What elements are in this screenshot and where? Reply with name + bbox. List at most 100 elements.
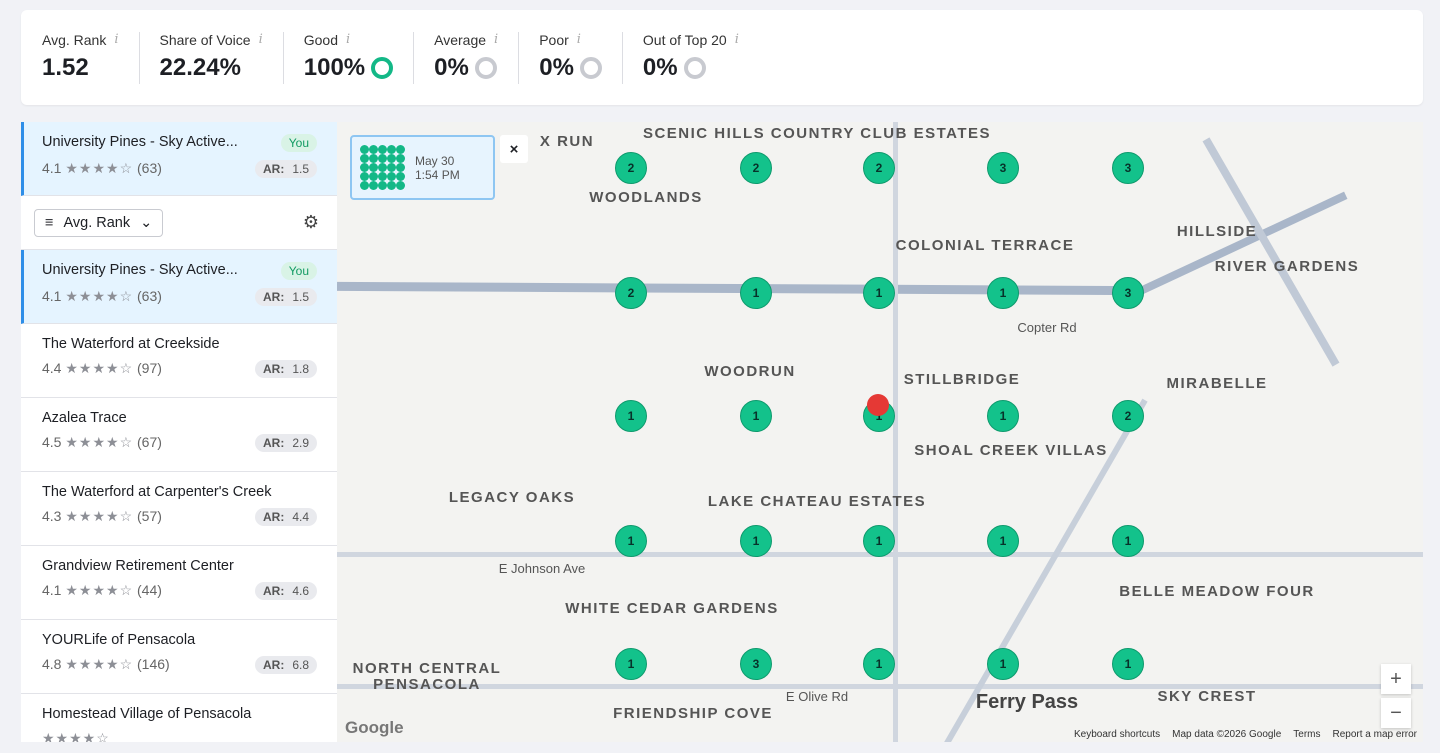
stat-value: 100% <box>303 53 366 81</box>
listing-item[interactable]: The Waterford at Carpenter's Creek 4.3 ★… <box>21 472 337 546</box>
ar-badge: AR: 1.8 <box>254 360 317 378</box>
map-label: E Johnson Ave <box>498 561 586 576</box>
ring-indicator-icon <box>371 56 394 79</box>
map-label: COLONIAL TERRACE <box>895 237 1075 254</box>
stat-value: 22.24% <box>159 53 241 81</box>
review-count: (63) <box>137 160 162 176</box>
sort-bar: ≡ Avg. Rank ⌄ ⚙ <box>21 196 337 250</box>
review-count: (57) <box>137 508 162 524</box>
gear-icon[interactable]: ⚙ <box>302 212 319 232</box>
stat-label: Out of Top 20 <box>642 31 727 48</box>
stat-label: Avg. Rank <box>42 31 107 48</box>
listing-name: University Pines - Sky Active... <box>42 134 238 150</box>
review-count: (44) <box>137 582 162 598</box>
rank-pin[interactable]: 1 <box>615 648 647 680</box>
rank-pin[interactable]: 2 <box>615 277 647 309</box>
info-icon[interactable]: i <box>494 31 499 47</box>
rank-pin[interactable]: 1 <box>987 277 1019 309</box>
review-count: (97) <box>137 360 162 376</box>
stat-share-of-voice: Share of Voice i 22.24% <box>159 31 284 84</box>
rank-pin[interactable]: 1 <box>740 525 772 557</box>
listing-name: The Waterford at Creekside <box>42 336 220 352</box>
rank-pin[interactable]: 1 <box>863 277 895 309</box>
map-label: LEGACY OAKS <box>448 489 576 506</box>
zoom-out-button[interactable]: − <box>1381 698 1411 728</box>
listing-name: YOURLife of Pensacola <box>42 632 196 648</box>
rank-pin[interactable]: 1 <box>987 400 1019 432</box>
google-logo: Google <box>345 718 404 737</box>
pinned-listing[interactable]: University Pines - Sky Active... You 4.1 … <box>21 122 337 196</box>
location-marker-icon <box>867 394 889 416</box>
sort-dropdown[interactable]: ≡ Avg. Rank ⌄ <box>34 208 164 237</box>
info-icon[interactable]: i <box>346 31 351 47</box>
map-label: HILLSIDE <box>1176 223 1258 240</box>
info-icon[interactable]: i <box>734 31 739 47</box>
listing-item[interactable]: Grandview Retirement Center 4.1 ★★★★☆ (4… <box>21 546 337 620</box>
rank-pin[interactable]: 1 <box>740 277 772 309</box>
rank-pin[interactable]: 1 <box>863 525 895 557</box>
ar-badge: AR: 4.6 <box>254 582 317 600</box>
map-label: E Olive Rd <box>785 689 849 704</box>
rank-pin[interactable]: 1 <box>740 400 772 432</box>
rank-pin[interactable]: 1 <box>987 648 1019 680</box>
ring-indicator-icon <box>579 56 602 79</box>
info-icon[interactable]: i <box>114 31 119 47</box>
map-label: STILLBRIDGE <box>903 371 1021 388</box>
listing-item[interactable]: The Waterford at Creekside 4.4 ★★★★☆ (97… <box>21 324 337 398</box>
star-rating: ★★★★☆ <box>65 656 134 672</box>
map[interactable]: May 30 1:54 PM × SCENIC HILLS COUNTRY CLU… <box>337 122 1423 742</box>
ar-badge: AR: 1.5 <box>254 288 317 306</box>
rank-pin[interactable]: 3 <box>1112 277 1144 309</box>
listing-item[interactable]: Azalea Trace 4.5 ★★★★☆ (67) AR: 2.9 <box>21 398 337 472</box>
rating: 4.1 <box>42 582 62 598</box>
listing-name: Homestead Village of Pensacola <box>42 706 252 722</box>
rank-pin[interactable]: 1 <box>987 525 1019 557</box>
map-footer-link[interactable]: Terms <box>1293 729 1321 740</box>
rank-pin[interactable]: 3 <box>1112 152 1144 184</box>
close-popup-button[interactable]: × <box>500 135 528 163</box>
map-label: X RUN <box>539 133 595 150</box>
stat-avg-rank: Avg. Rank i 1.52 <box>42 31 140 84</box>
ring-indicator-icon <box>683 56 706 79</box>
map-footer-link[interactable]: Keyboard shortcuts <box>1073 729 1161 740</box>
star-rating: ★★★★☆ <box>65 160 134 176</box>
ring-indicator-icon <box>474 56 497 79</box>
star-rating: ★★★★☆ <box>65 582 134 598</box>
rank-pin[interactable]: 3 <box>740 648 772 680</box>
rating: 4.4 <box>42 360 62 376</box>
stats-bar: Avg. Rank i 1.52 Share of Voice i 22.24% Good i… <box>21 10 1423 105</box>
rank-pin[interactable]: 1 <box>615 400 647 432</box>
star-rating: ★★★★☆ <box>42 730 110 742</box>
review-count: (63) <box>137 288 162 304</box>
map-label: Copter Rd <box>1017 320 1077 335</box>
rank-pin[interactable]: 2 <box>1112 400 1144 432</box>
listing-item[interactable]: YOURLife of Pensacola 4.8 ★★★★☆ (146) AR… <box>21 620 337 694</box>
info-icon[interactable]: i <box>576 31 581 47</box>
rating: 4.8 <box>42 656 62 672</box>
rank-pin[interactable]: 1 <box>863 648 895 680</box>
rank-pin[interactable]: 2 <box>863 152 895 184</box>
listing-name: The Waterford at Carpenter's Creek <box>42 484 272 500</box>
competitor-sidebar: University Pines - Sky Active... You 4.1 … <box>21 122 337 742</box>
info-icon[interactable]: i <box>258 31 263 47</box>
zoom-in-button[interactable]: + <box>1381 664 1411 694</box>
you-badge: You <box>280 134 317 152</box>
map-label: LAKE CHATEAU ESTATES <box>707 493 927 510</box>
map-label: WOODLANDS <box>589 189 703 206</box>
rank-pin[interactable]: 1 <box>1112 648 1144 680</box>
rank-pin[interactable]: 3 <box>987 152 1019 184</box>
scan-time: 1:54 PM <box>415 167 460 182</box>
listing-name: Azalea Trace <box>42 410 127 426</box>
listing-item[interactable]: University Pines - Sky Active... You 4.1 … <box>21 250 337 324</box>
listing-item[interactable]: Homestead Village of Pensacola ★★★★☆ <box>21 694 337 742</box>
rank-pin[interactable]: 1 <box>1112 525 1144 557</box>
rank-pin[interactable]: 2 <box>740 152 772 184</box>
ar-badge: AR: 6.8 <box>254 656 317 674</box>
map-footer-link[interactable]: Report a map error <box>1332 729 1417 740</box>
map-label: RIVER GARDENS <box>1214 258 1360 275</box>
stat-average: Average i 0% <box>434 31 520 84</box>
map-label: SCENIC HILLS COUNTRY CLUB ESTATES <box>642 125 992 142</box>
rank-pin[interactable]: 1 <box>615 525 647 557</box>
map-footer-link[interactable]: Map data ©2026 Google <box>1172 729 1282 740</box>
rank-pin[interactable]: 2 <box>615 152 647 184</box>
